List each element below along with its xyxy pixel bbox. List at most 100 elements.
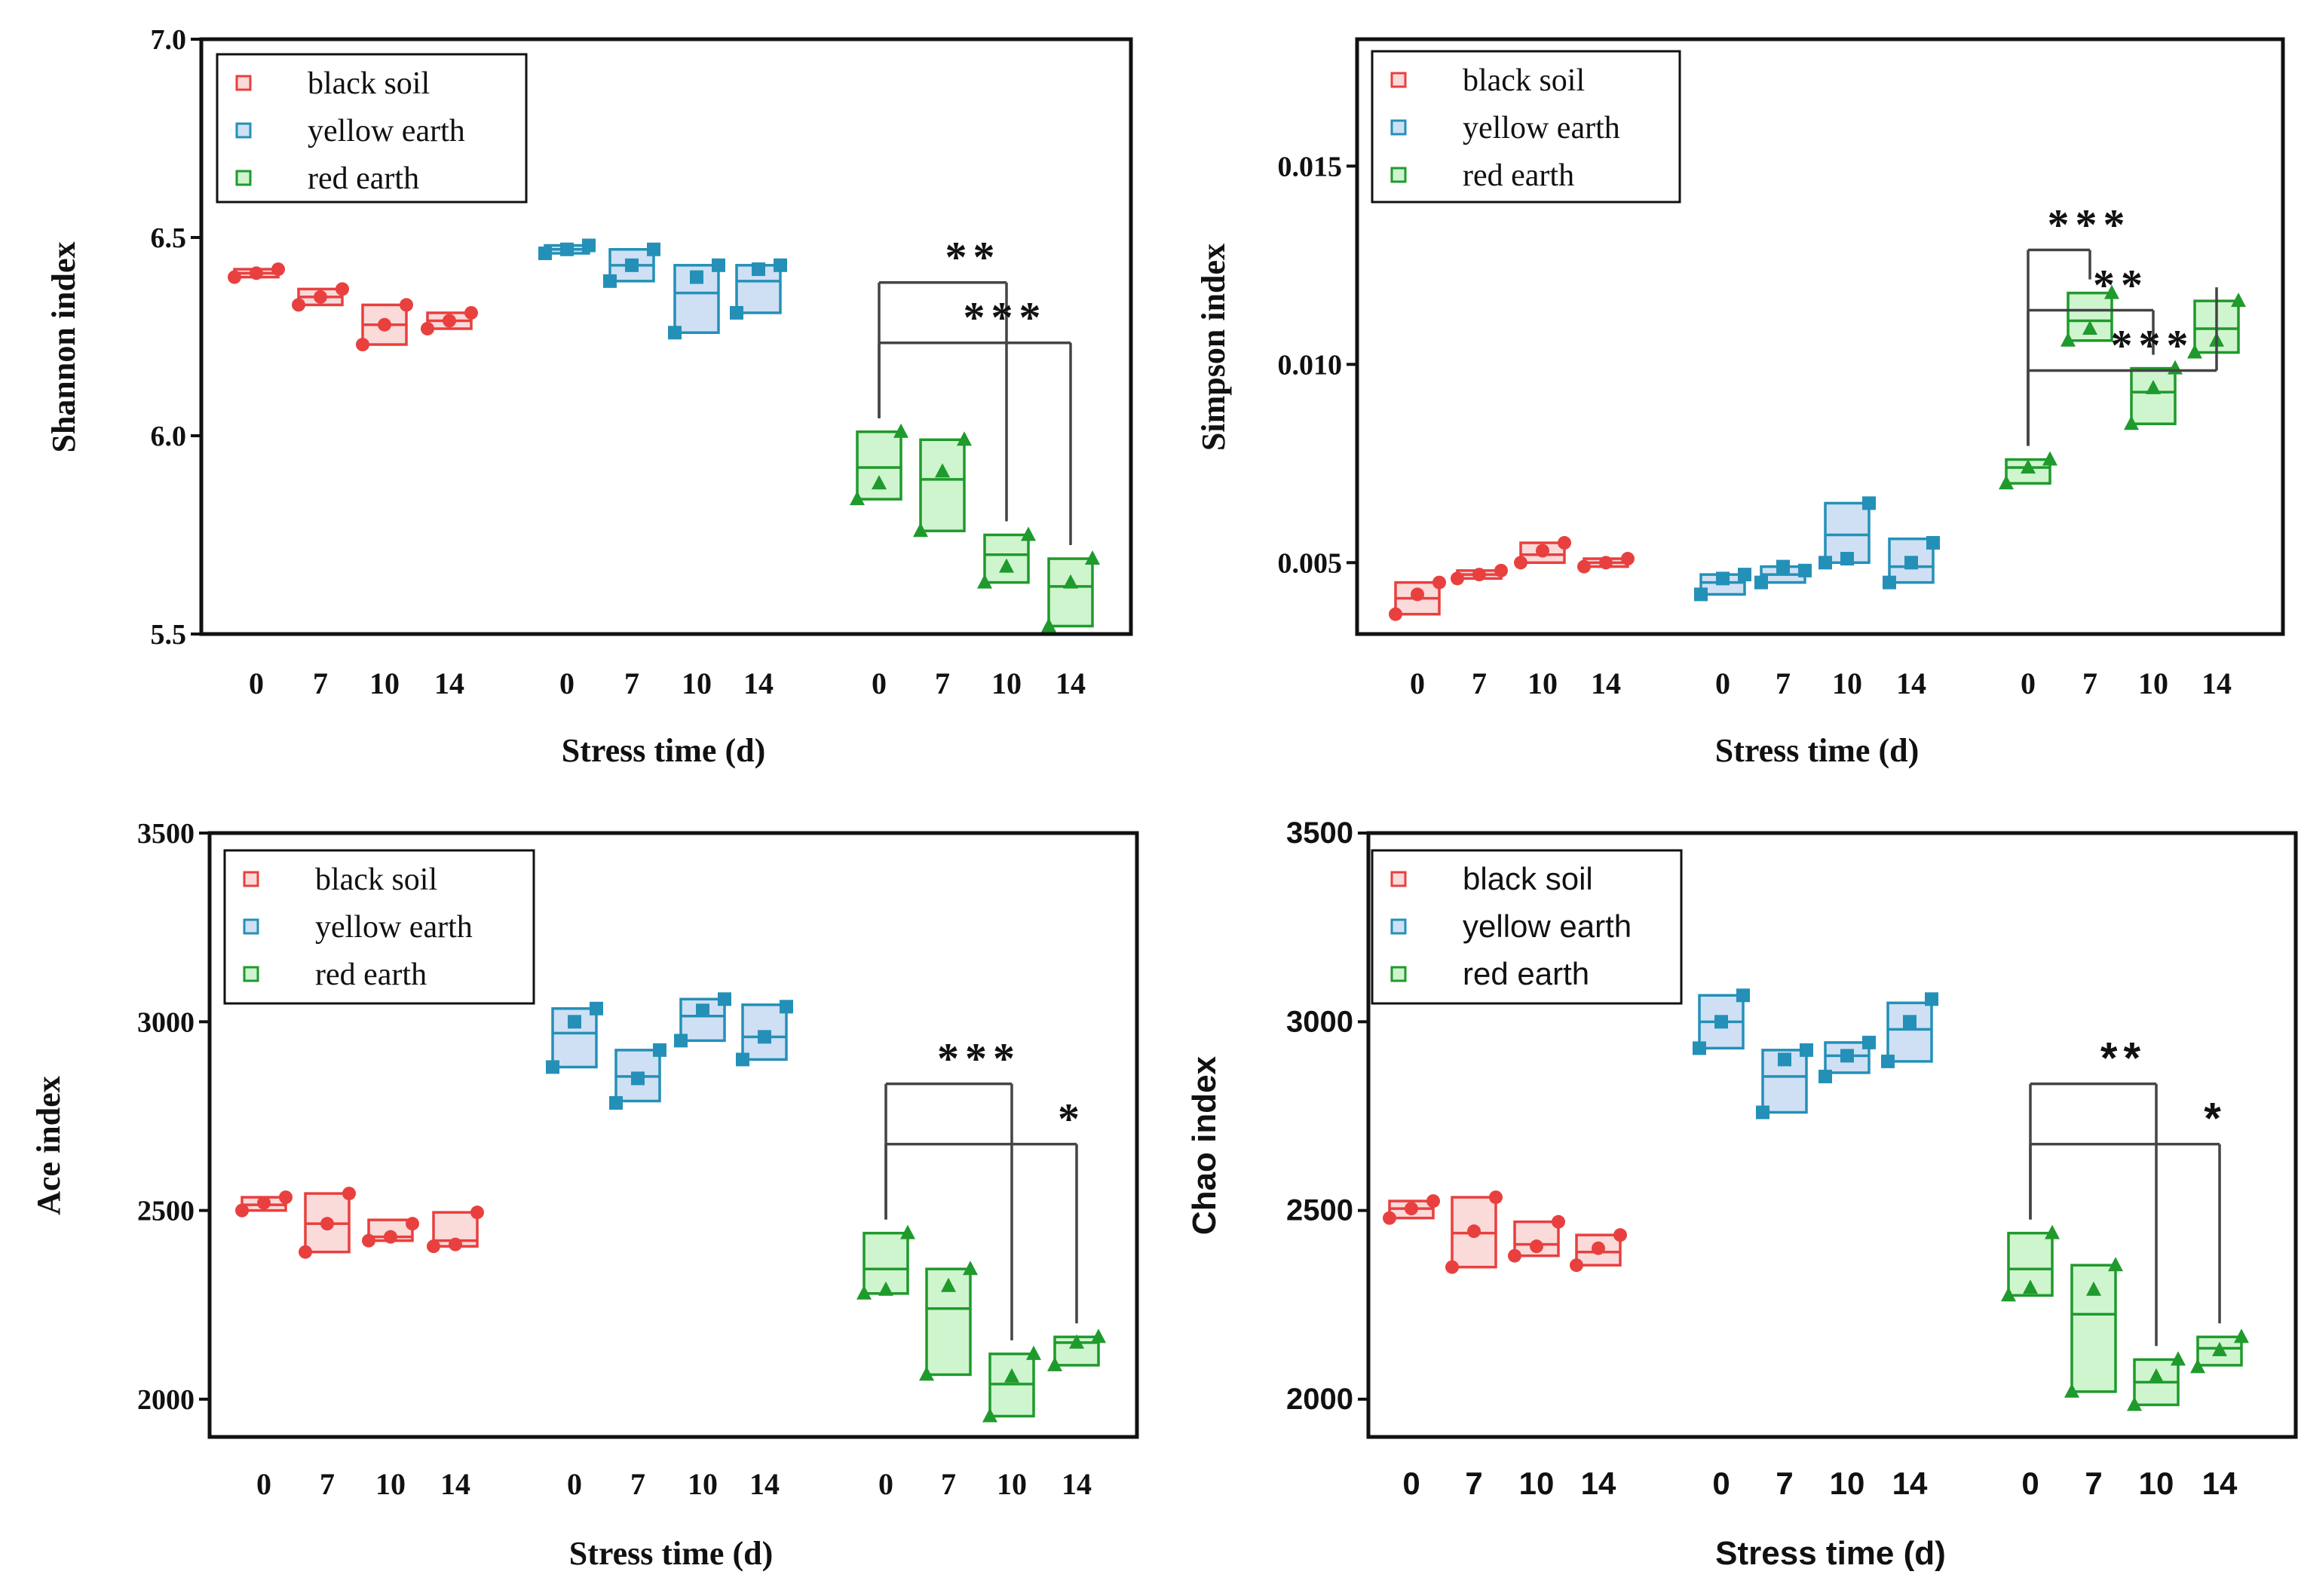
y-axis-label: Simpson index xyxy=(1195,244,1232,451)
series-black-soil xyxy=(235,1187,484,1259)
data-point xyxy=(356,338,369,352)
data-point xyxy=(1694,587,1708,602)
x-tick-label: 7 xyxy=(1776,1466,1793,1501)
significance-label: ** xyxy=(2100,1034,2146,1083)
data-point xyxy=(1840,552,1854,566)
legend-label-red-earth: red earth xyxy=(308,161,419,196)
y-tick-label: 0.010 xyxy=(1278,349,1343,381)
data-point xyxy=(1778,1052,1791,1067)
x-tick-label: 10 xyxy=(997,1467,1027,1501)
data-point xyxy=(1069,1334,1084,1349)
legend-box xyxy=(216,53,528,204)
data-point xyxy=(1411,587,1424,602)
data-point xyxy=(582,238,596,253)
x-axis-label: Stress time (d) xyxy=(1715,732,1919,769)
data-point xyxy=(1530,1239,1543,1254)
data-point xyxy=(470,1205,484,1220)
significance-brackets: *** xyxy=(2029,1034,2221,1346)
data-point xyxy=(320,1217,334,1231)
data-point xyxy=(2061,332,2076,347)
data-point xyxy=(1426,1194,1440,1208)
x-tick-label: 10 xyxy=(1830,1466,1865,1501)
x-tick-label: 0 xyxy=(872,666,887,700)
data-point xyxy=(631,1071,645,1086)
significance-brackets: ***** xyxy=(878,233,1072,546)
chart-panel-bottom-right: 2000 2500 3000 3500 Chao index Stress time (d… xyxy=(1186,816,2298,1572)
y-tick-label: 2500 xyxy=(137,1196,195,1227)
data-point xyxy=(1754,575,1768,590)
data-point xyxy=(690,270,703,284)
data-point xyxy=(1716,571,1730,586)
data-point xyxy=(919,1366,934,1381)
data-point xyxy=(1405,1202,1418,1216)
data-point xyxy=(625,258,639,272)
data-point xyxy=(712,258,725,272)
data-point xyxy=(279,1190,293,1205)
data-point xyxy=(718,992,731,1006)
data-point xyxy=(1613,1228,1627,1242)
series-black-soil xyxy=(1389,536,1635,621)
significance-label: ** xyxy=(945,233,1001,282)
data-point xyxy=(560,242,574,256)
x-tick-label: 14 xyxy=(2202,1466,2238,1501)
data-point xyxy=(774,258,787,272)
x-tick-label: 10 xyxy=(1527,666,1558,700)
data-point xyxy=(999,558,1014,573)
box-red-earth-day-7 xyxy=(919,438,966,532)
data-point xyxy=(1558,536,1571,550)
data-point xyxy=(609,1095,623,1110)
data-point xyxy=(1577,559,1591,574)
significance-label: *** xyxy=(964,293,1047,342)
x-tick-label: 0 xyxy=(1402,1466,1420,1501)
box-red-earth-day-14 xyxy=(2196,1335,2243,1367)
data-point xyxy=(2149,1368,2164,1383)
data-point xyxy=(2234,1328,2249,1343)
legend: black soil yellow earth red earth xyxy=(1371,849,1683,1005)
data-point xyxy=(2023,1279,2038,1294)
data-point xyxy=(913,522,928,538)
legend-label-red-earth: red earth xyxy=(315,957,427,992)
data-point xyxy=(893,423,908,438)
x-tick-label: 14 xyxy=(440,1467,470,1501)
data-point xyxy=(2042,451,2057,466)
legend-label-yellow-earth: yellow earth xyxy=(1463,908,1632,944)
data-point xyxy=(752,262,765,277)
series-black-soil xyxy=(228,262,478,352)
data-point xyxy=(1599,556,1613,570)
y-tick-label: 5.5 xyxy=(151,619,187,651)
data-point xyxy=(2231,293,2246,308)
x-tick-label: 7 xyxy=(2085,1466,2102,1501)
significance-label: ** xyxy=(2093,261,2149,310)
x-tick-label: 0 xyxy=(1715,666,1730,700)
data-point xyxy=(464,305,478,320)
box-yellow-earth-day-14 xyxy=(735,264,782,314)
data-point xyxy=(1383,1211,1396,1225)
data-point xyxy=(668,326,682,340)
box-red-earth-day-14 xyxy=(1047,557,1094,628)
data-point xyxy=(1451,571,1464,586)
data-point xyxy=(299,1245,312,1259)
series-red-earth xyxy=(856,1224,1106,1423)
x-tick-label: 14 xyxy=(1896,666,1926,700)
data-point xyxy=(2021,459,2036,474)
legend-label-black-soil: black soil xyxy=(315,862,437,897)
data-point xyxy=(872,475,887,490)
legend-swatch-red-earth xyxy=(243,966,259,982)
data-point xyxy=(1756,1105,1769,1120)
data-point xyxy=(1883,575,1896,590)
data-point xyxy=(1904,556,1918,570)
data-point xyxy=(443,314,456,328)
chart-panel-bottom-left: 2000 2500 3000 3500 Ace index Stress time (d)… xyxy=(30,818,1139,1572)
legend-swatch-yellow-earth xyxy=(243,918,259,935)
data-point xyxy=(2001,1287,2016,1302)
data-point xyxy=(730,305,743,320)
data-point xyxy=(736,1052,749,1067)
x-tick-label: 7 xyxy=(313,666,328,700)
box-red-earth-day-7 xyxy=(925,1267,972,1377)
data-point xyxy=(2086,1281,2101,1296)
legend-swatch-black-soil xyxy=(1390,72,1407,88)
data-point xyxy=(2187,344,2202,359)
x-tick-label: 14 xyxy=(1056,666,1086,700)
legend-box xyxy=(223,849,535,1005)
box-yellow-earth-day-10 xyxy=(1824,1041,1871,1074)
